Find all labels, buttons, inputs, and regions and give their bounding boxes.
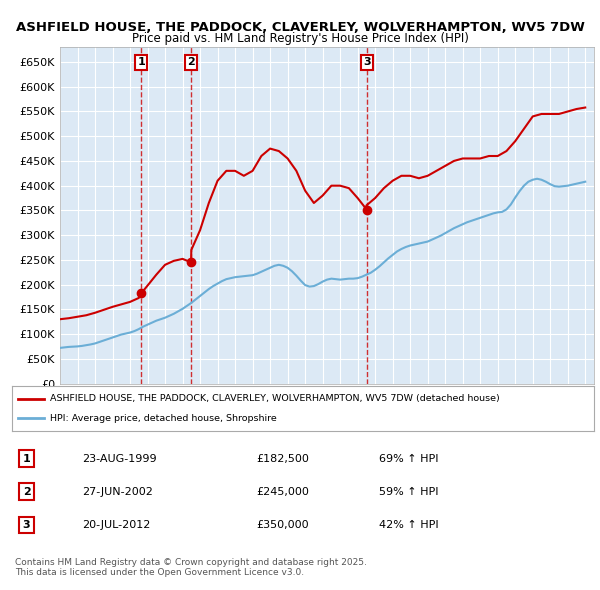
Text: 42% ↑ HPI: 42% ↑ HPI bbox=[379, 520, 438, 530]
Text: HPI: Average price, detached house, Shropshire: HPI: Average price, detached house, Shro… bbox=[50, 414, 277, 423]
Text: 1: 1 bbox=[23, 454, 31, 464]
Text: Contains HM Land Registry data © Crown copyright and database right 2025.
This d: Contains HM Land Registry data © Crown c… bbox=[15, 558, 367, 577]
Text: 27-JUN-2002: 27-JUN-2002 bbox=[82, 487, 153, 497]
Text: Price paid vs. HM Land Registry's House Price Index (HPI): Price paid vs. HM Land Registry's House … bbox=[131, 32, 469, 45]
Text: £182,500: £182,500 bbox=[256, 454, 310, 464]
Text: £245,000: £245,000 bbox=[256, 487, 310, 497]
Text: 3: 3 bbox=[364, 57, 371, 67]
Text: 69% ↑ HPI: 69% ↑ HPI bbox=[379, 454, 438, 464]
Text: ASHFIELD HOUSE, THE PADDOCK, CLAVERLEY, WOLVERHAMPTON, WV5 7DW: ASHFIELD HOUSE, THE PADDOCK, CLAVERLEY, … bbox=[16, 21, 584, 34]
Text: ASHFIELD HOUSE, THE PADDOCK, CLAVERLEY, WOLVERHAMPTON, WV5 7DW (detached house): ASHFIELD HOUSE, THE PADDOCK, CLAVERLEY, … bbox=[50, 394, 500, 404]
Text: 23-AUG-1999: 23-AUG-1999 bbox=[82, 454, 157, 464]
Text: 2: 2 bbox=[187, 57, 195, 67]
Text: 1: 1 bbox=[137, 57, 145, 67]
Text: 2: 2 bbox=[23, 487, 31, 497]
Text: 3: 3 bbox=[23, 520, 31, 530]
Text: 20-JUL-2012: 20-JUL-2012 bbox=[82, 520, 150, 530]
Text: 59% ↑ HPI: 59% ↑ HPI bbox=[379, 487, 438, 497]
Text: £350,000: £350,000 bbox=[256, 520, 309, 530]
